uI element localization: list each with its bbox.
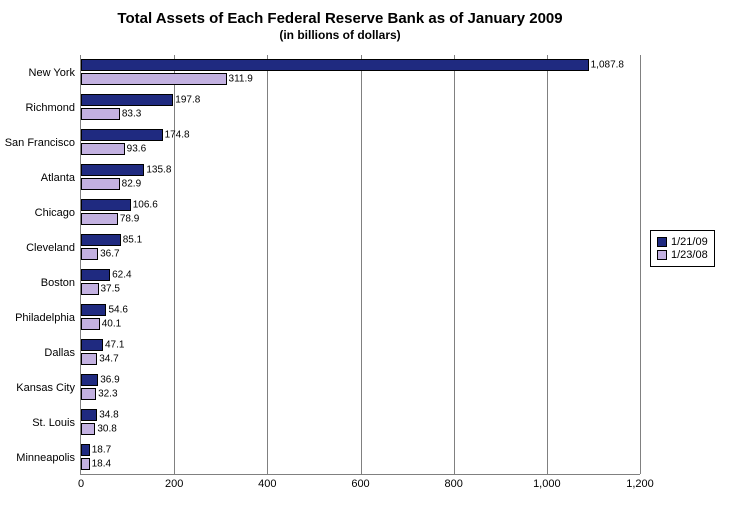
bar-value-label: 62.4 (112, 270, 131, 281)
category-label: Cleveland (26, 242, 75, 254)
x-tick-label: 400 (258, 478, 276, 490)
bar: 197.8 (81, 94, 173, 106)
bar: 40.1 (81, 318, 100, 330)
category-label: New York (29, 67, 75, 79)
bar: 311.9 (81, 73, 227, 85)
category-label: Richmond (25, 102, 75, 114)
category-row: Atlanta135.882.9 (81, 160, 640, 195)
category-row: Kansas City36.932.3 (81, 370, 640, 405)
bar-value-label: 36.9 (100, 375, 119, 386)
category-label: Dallas (44, 347, 75, 359)
category-row: Chicago106.678.9 (81, 195, 640, 230)
bar: 174.8 (81, 129, 163, 141)
bar: 18.7 (81, 444, 90, 456)
bar: 106.6 (81, 199, 131, 211)
bar: 36.7 (81, 248, 98, 260)
category-row: New York1,087.8311.9 (81, 55, 640, 90)
legend: 1/21/09 1/23/08 (650, 230, 715, 267)
x-tick-label: 800 (444, 478, 462, 490)
bar: 1,087.8 (81, 59, 589, 71)
legend-item-1: 1/23/08 (657, 249, 708, 261)
bar-value-label: 82.9 (122, 179, 141, 190)
legend-swatch-1 (657, 250, 667, 260)
bar-value-label: 47.1 (105, 340, 124, 351)
bar-value-label: 1,087.8 (591, 60, 624, 71)
bar: 37.5 (81, 283, 99, 295)
bar-value-label: 40.1 (102, 319, 121, 330)
bar: 135.8 (81, 164, 144, 176)
x-tick-label: 0 (78, 478, 84, 490)
bar-value-label: 54.6 (108, 305, 127, 316)
bar-value-label: 32.3 (98, 389, 117, 400)
bar: 18.4 (81, 458, 90, 470)
category-row: Philadelphia54.640.1 (81, 300, 640, 335)
bar: 82.9 (81, 178, 120, 190)
bar-value-label: 78.9 (120, 214, 139, 225)
bar-value-label: 106.6 (133, 200, 158, 211)
x-tick-label: 1,200 (626, 478, 654, 490)
chart-title: Total Assets of Each Federal Reserve Ban… (0, 10, 680, 27)
bar: 47.1 (81, 339, 103, 351)
bar: 83.3 (81, 108, 120, 120)
bar-value-label: 83.3 (122, 109, 141, 120)
bar-value-label: 30.8 (97, 424, 116, 435)
legend-item-0: 1/21/09 (657, 236, 708, 248)
category-label: Kansas City (16, 382, 75, 394)
legend-label-0: 1/21/09 (671, 236, 708, 248)
bar: 93.6 (81, 143, 125, 155)
bar: 54.6 (81, 304, 106, 316)
category-label: Atlanta (41, 172, 75, 184)
category-row: Boston62.437.5 (81, 265, 640, 300)
category-label: San Francisco (5, 137, 75, 149)
bar-value-label: 197.8 (175, 95, 200, 106)
x-tick-label: 600 (351, 478, 369, 490)
bar-value-label: 34.8 (99, 410, 118, 421)
bar-value-label: 36.7 (100, 249, 119, 260)
bar-value-label: 34.7 (99, 354, 118, 365)
bar: 36.9 (81, 374, 98, 386)
bar-value-label: 93.6 (127, 144, 146, 155)
plot-area: 02004006008001,0001,200New York1,087.831… (80, 55, 640, 475)
bar-value-label: 311.9 (229, 74, 253, 85)
bar-value-label: 37.5 (101, 284, 120, 295)
legend-label-1: 1/23/08 (671, 249, 708, 261)
category-row: St. Louis34.830.8 (81, 405, 640, 440)
bar-value-label: 18.7 (92, 445, 111, 456)
gridline (640, 55, 641, 474)
bar: 34.7 (81, 353, 97, 365)
category-row: San Francisco174.893.6 (81, 125, 640, 160)
category-label: Minneapolis (16, 452, 75, 464)
x-tick-label: 200 (165, 478, 183, 490)
bar: 62.4 (81, 269, 110, 281)
assets-bar-chart: Total Assets of Each Federal Reserve Ban… (0, 0, 731, 521)
category-label: Boston (41, 277, 75, 289)
bar: 34.8 (81, 409, 97, 421)
bar: 85.1 (81, 234, 121, 246)
legend-swatch-0 (657, 237, 667, 247)
category-label: St. Louis (32, 417, 75, 429)
bar: 78.9 (81, 213, 118, 225)
bar-value-label: 18.4 (92, 459, 111, 470)
bar: 32.3 (81, 388, 96, 400)
bar-value-label: 174.8 (165, 130, 190, 141)
bar-value-label: 135.8 (146, 165, 171, 176)
category-label: Chicago (35, 207, 75, 219)
category-row: Richmond197.883.3 (81, 90, 640, 125)
category-row: Cleveland85.136.7 (81, 230, 640, 265)
bar: 30.8 (81, 423, 95, 435)
category-row: Dallas47.134.7 (81, 335, 640, 370)
bar-value-label: 85.1 (123, 235, 142, 246)
chart-subtitle: (in billions of dollars) (0, 28, 680, 42)
category-label: Philadelphia (15, 312, 75, 324)
category-row: Minneapolis18.718.4 (81, 440, 640, 475)
x-tick-label: 1,000 (533, 478, 561, 490)
